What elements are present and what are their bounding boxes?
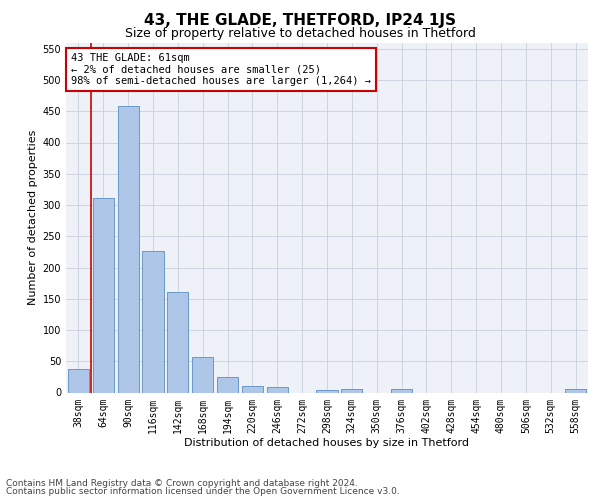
Bar — [267, 387, 288, 392]
Text: Contains HM Land Registry data © Crown copyright and database right 2024.: Contains HM Land Registry data © Crown c… — [6, 478, 358, 488]
X-axis label: Distribution of detached houses by size in Thetford: Distribution of detached houses by size … — [185, 438, 470, 448]
Bar — [142, 251, 164, 392]
Bar — [167, 292, 188, 392]
Text: 43 THE GLADE: 61sqm
← 2% of detached houses are smaller (25)
98% of semi-detache: 43 THE GLADE: 61sqm ← 2% of detached hou… — [71, 53, 371, 86]
Bar — [192, 357, 213, 392]
Bar — [565, 390, 586, 392]
Bar — [93, 198, 114, 392]
Bar — [118, 106, 139, 393]
Bar — [341, 389, 362, 392]
Text: 43, THE GLADE, THETFORD, IP24 1JS: 43, THE GLADE, THETFORD, IP24 1JS — [144, 12, 456, 28]
Text: Size of property relative to detached houses in Thetford: Size of property relative to detached ho… — [125, 28, 475, 40]
Bar — [68, 369, 89, 392]
Bar — [242, 386, 263, 392]
Bar — [316, 390, 338, 392]
Bar — [391, 389, 412, 392]
Y-axis label: Number of detached properties: Number of detached properties — [28, 130, 38, 305]
Bar — [217, 377, 238, 392]
Text: Contains public sector information licensed under the Open Government Licence v3: Contains public sector information licen… — [6, 487, 400, 496]
